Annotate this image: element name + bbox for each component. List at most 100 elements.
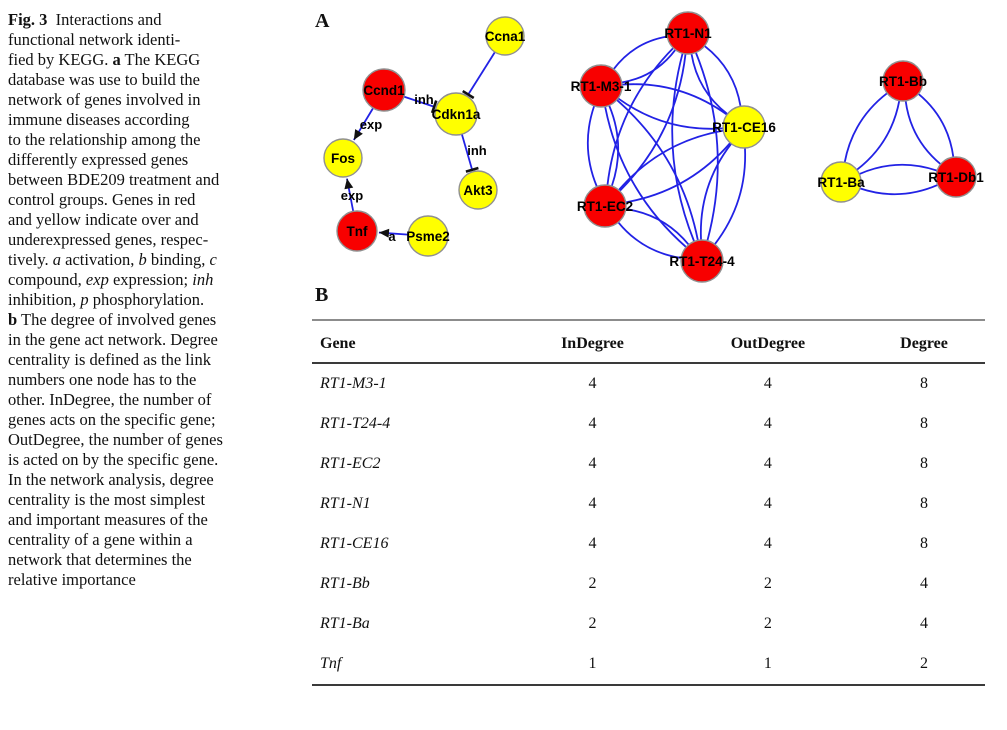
caption-line: b The degree of involved genes [8,310,217,329]
gene-node-label-RT1-N1: RT1-N1 [664,26,712,41]
gene-name: RT1-M3-1 [320,375,387,392]
table-row: RT1-N1 4 4 8 [312,484,985,524]
table-header-row: Gene InDegree OutDegree Degree [312,320,985,364]
edge-label-inh: inh [467,143,487,158]
gene-name: RT1-CE16 [320,535,389,552]
degree-value: 8 [920,415,928,432]
inhibition-bar-icon [465,166,479,173]
gene-node-RT1-Bb [882,60,924,102]
edge-RT1-N1--RT1-M3-1 [612,35,668,70]
gene-node-label-Fos: Fos [331,151,355,166]
column-header-outdegree: OutDegree [672,320,864,364]
edge-RT1-M3-1--RT1-CE16 [617,97,724,130]
gene-node-RT1-EC2 [583,184,627,228]
caption-line: relative importance [8,570,136,589]
edge-RT1-Bb--RT1-Ba [843,92,888,163]
gene-name: RT1-Bb [320,575,370,592]
edge-RT1-Bb--RT1-Ba [856,100,901,171]
degree-value: 4 [588,375,597,392]
caption-line: compound, exp expression; inh [8,270,214,289]
gene-node-label-Cdkn1a: Cdkn1a [432,107,481,122]
gene-node-label-RT1-Bb: RT1-Bb [879,74,927,89]
edge-RT1-M3-1--RT1-T24-4 [604,106,687,248]
edge-RT1-Bb--RT1-Db1 [917,93,955,158]
gene-node-label-RT1-M3-1: RT1-M3-1 [571,79,632,94]
degree-value: 4 [763,535,772,552]
caption-line: tively. a activation, b binding, c [8,250,217,269]
edge-RT1-CE16--RT1-EC2 [618,129,724,191]
caption-line: centrality is the most simplest [8,490,206,509]
edge-RT1-CE16--RT1-EC2 [625,142,731,204]
caption-line: inhibition, p phosphorylation. [8,290,205,309]
edge-RT1-N1--RT1-EC2 [619,53,687,192]
edge-label-a: a [388,229,396,244]
caption-line: network that determines the [8,550,192,569]
caption-line: immune diseases according [8,110,190,129]
activation-arrow-icon [344,178,354,190]
gene-node-Cdkn1a [434,92,478,136]
gene-node-label-Ccnd1: Ccnd1 [363,83,405,98]
edge-Ccna1--Cdkn1a [467,51,496,96]
caption-line: other. InDegree, the number of [8,390,212,409]
gene-node-RT1-Db1 [935,156,977,198]
inhibition-bar-icon [462,89,475,100]
panel-a-label: A [315,10,330,32]
degree-value: 4 [763,415,772,432]
edge-RT1-N1--RT1-M3-1 [621,49,677,84]
gene-node-label-Akt3: Akt3 [463,183,493,198]
gene-name: RT1-Ba [320,615,370,632]
caption-line: centrality is defined as the link [8,350,211,369]
degree-value: 2 [763,575,772,592]
edge-Ccnd1--Cdkn1a [403,95,435,108]
gene-name: Tnf [320,655,342,672]
gene-node-label-RT1-EC2: RT1-EC2 [577,199,633,214]
degree-value: 4 [588,495,597,512]
degree-value: 4 [588,455,597,472]
column-header-indegree: InDegree [512,320,673,364]
edge-label-exp: exp [341,188,363,203]
caption-line: centrality of a gene within a [8,530,193,549]
caption-line: and important measures of the [8,510,208,529]
degree-value: 2 [920,655,928,672]
caption-line: Fig. 3 Interactions and [8,10,162,29]
gene-node-Ccnd1 [362,68,406,112]
degree-value: 4 [588,535,597,552]
degree-value: 8 [920,495,928,512]
caption-line: differently expressed genes [8,150,189,169]
gene-node-label-RT1-Db1: RT1-Db1 [928,170,984,185]
panel-b-label: B [315,284,329,306]
edge-RT1-CE16--RT1-T24-4 [714,147,747,245]
degree-table-wrap: Gene InDegree OutDegree Degree RT1-M3-1 4 4 8 R… [312,319,985,686]
gene-node-label-RT1-T24-4: RT1-T24-4 [669,254,735,269]
edge-RT1-M3-1--RT1-T24-4 [616,99,699,241]
gene-node-RT1-CE16 [722,105,766,149]
activation-arrow-icon [378,228,390,238]
gene-interaction-network: inh exp inh exp a Ccna1 Ccnd1 Cdkn1a Fos Akt3 Tnf P… [323,11,984,283]
caption-line: In the network analysis, degree [8,470,214,489]
caption-line: fied by KEGG. a The KEGG [8,50,201,69]
edge-RT1-N1--RT1-CE16 [690,53,728,115]
edge-RT1-M3-1--RT1-CE16 [621,83,728,116]
edge-RT1-EC2--RT1-T24-4 [617,221,682,259]
edge-RT1-M3-1--RT1-EC2 [586,105,598,187]
gene-node-label-Tnf: Tnf [347,224,368,239]
edge-label-inh: inh [414,92,434,107]
edge-RT1-N1--RT1-CE16 [704,45,742,107]
edge-RT1-Bb--RT1-Db1 [904,100,942,165]
edge-RT1-M3-1--RT1-EC2 [608,105,620,187]
caption-line: underexpressed genes, respec- [8,230,209,249]
edge-RT1-Ba--RT1-Db1 [858,163,938,175]
caption-line: is acted on by the specific gene. [8,450,219,469]
caption-line: between BDE209 treatment and [8,170,220,189]
table-row: RT1-Ba 2 2 4 [312,604,985,644]
activation-arrow-icon [353,129,363,141]
degree-value: 4 [588,415,597,432]
degree-value: 1 [588,655,597,672]
degree-value: 2 [588,575,597,592]
edge-Cdkn1a--Akt3 [460,133,474,171]
table-row: RT1-M3-1 4 4 8 [312,363,985,404]
degree-value: 8 [920,535,928,552]
degree-value: 4 [920,615,928,632]
figure-caption: Fig. 3 Interactions and functional networ… [8,10,300,590]
gene-node-RT1-Ba [820,161,862,203]
